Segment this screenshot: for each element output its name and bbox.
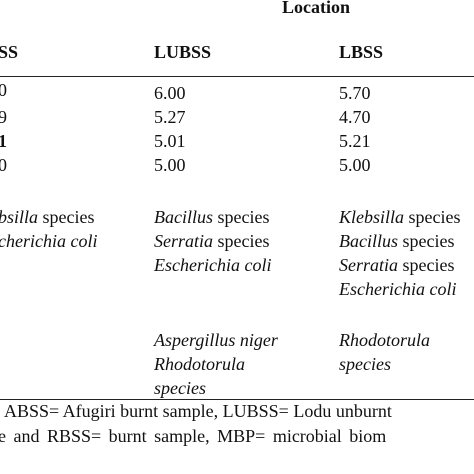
cell-lbss-row-3: 5.21 — [339, 131, 371, 151]
list-item: Serratia species — [154, 231, 270, 251]
cell-lubss-row-2: 5.27 — [154, 107, 186, 127]
cell-lubss-row-4: 5.00 — [154, 155, 186, 175]
cell-abss-row-3: 1 — [0, 131, 7, 151]
bacteria-list-abss: bsilla species cherichia coli — [0, 205, 97, 253]
fungi-list-lbss: Rhodotorula species — [339, 328, 430, 376]
list-item: species — [154, 378, 206, 398]
list-item: Bacillus species — [339, 231, 455, 251]
header-rule — [0, 76, 474, 77]
column-header-lbss: LBSS — [339, 42, 384, 62]
cell-lbss-row-1: 5.70 — [339, 83, 371, 103]
fungi-list-lubss: Aspergillus niger Rhodotorula species — [154, 328, 278, 400]
cell-lubss-row-1: 6.00 — [154, 83, 186, 103]
list-item: bsilla species — [0, 207, 95, 227]
column-header-abss-partial: SS — [0, 42, 19, 62]
cell-lbss-row-4: 5.00 — [339, 155, 371, 175]
list-item: Aspergillus niger — [154, 330, 278, 350]
column-header-lubss: LUBSS — [154, 42, 212, 62]
list-item: Bacillus species — [154, 207, 270, 227]
cell-abss-row-2: 9 — [0, 107, 7, 127]
footer-rule — [0, 399, 474, 400]
list-item: cherichia coli — [0, 231, 98, 251]
list-item: Escherichia coli — [154, 255, 272, 275]
list-item: Klebsilla species — [339, 207, 461, 227]
cell-abss-row-4: 0 — [0, 155, 7, 175]
cell-lbss-row-2: 4.70 — [339, 107, 371, 127]
list-item: Rhodotorula — [339, 330, 431, 350]
footnote-line-1: ABSS= Afugiri burnt sample, LUBSS= Lodu … — [4, 401, 392, 421]
list-item: species — [339, 354, 391, 374]
footnote-line-2: e and RBSS= burnt sample, MBP= microbial… — [0, 426, 387, 446]
list-item: Rhodotorula — [154, 354, 246, 374]
bacteria-list-lbss: Klebsilla species Bacillus species Serra… — [339, 205, 461, 301]
bacteria-list-lubss: Bacillus species Serratia species Escher… — [154, 205, 271, 277]
list-item: Serratia species — [339, 255, 455, 275]
location-header: Location — [282, 0, 351, 17]
list-item: Escherichia coli — [339, 279, 457, 299]
cell-lubss-row-3: 5.01 — [154, 131, 186, 151]
cell-abss-row-1: 0 — [0, 80, 7, 100]
